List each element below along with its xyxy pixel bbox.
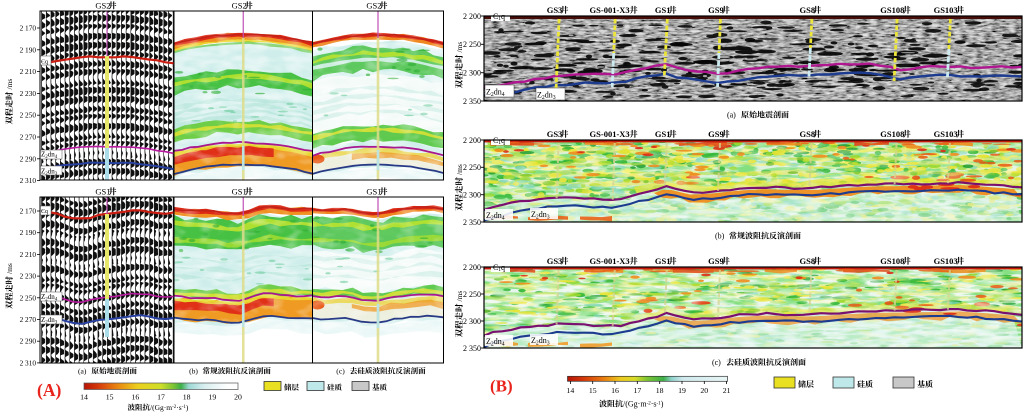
svg-text:Єq: Єq (41, 60, 48, 66)
svg-text:2 270: 2 270 (20, 133, 37, 142)
svg-text:(c): (c) (712, 358, 721, 367)
svg-text:GS103: GS103 (934, 5, 958, 15)
svg-text:2 350: 2 350 (463, 344, 481, 353)
svg-text:GS3: GS3 (547, 129, 563, 139)
svg-text:16: 16 (131, 393, 139, 402)
svg-text:17: 17 (157, 393, 165, 402)
svg-text:/(Gg·m-2·s-1): /(Gg·m-2·s-1) (623, 400, 664, 409)
svg-text:GS1: GS1 (366, 187, 381, 197)
svg-text:GS108: GS108 (880, 256, 904, 266)
svg-text:GS9: GS9 (708, 5, 724, 15)
svg-text:2 190: 2 190 (20, 228, 37, 237)
svg-text:16: 16 (611, 386, 619, 395)
svg-text:Z2dn4: Z2dn4 (41, 151, 58, 161)
svg-text:GS1: GS1 (655, 129, 671, 139)
svg-text:GS108: GS108 (880, 5, 904, 15)
svg-text:2 230: 2 230 (20, 272, 37, 281)
svg-text:GS1: GS1 (655, 5, 671, 15)
svg-text:2 300: 2 300 (463, 317, 481, 326)
svg-text:GS2: GS2 (232, 1, 247, 11)
svg-text:2 190: 2 190 (20, 45, 37, 54)
svg-text:GS1: GS1 (655, 256, 671, 266)
svg-text:(a): (a) (78, 367, 87, 376)
svg-text:2 250: 2 250 (20, 293, 37, 302)
svg-text:2 250: 2 250 (463, 163, 481, 172)
svg-text:Z2dn4: Z2dn4 (486, 211, 505, 222)
svg-text:GS-001-X3: GS-001-X3 (590, 129, 630, 139)
svg-text:Z2dn3: Z2dn3 (41, 316, 58, 326)
svg-text:2 250: 2 250 (463, 290, 481, 299)
svg-text:GS103: GS103 (934, 129, 958, 139)
svg-text:2 310: 2 310 (20, 358, 37, 367)
svg-text:Z2dn3: Z2dn3 (531, 210, 550, 221)
svg-text:GS8: GS8 (800, 129, 816, 139)
svg-text:2 350: 2 350 (463, 218, 481, 227)
svg-text:2 210: 2 210 (20, 250, 37, 259)
svg-text:Z2dn4: Z2dn4 (486, 337, 505, 348)
svg-text:GS9: GS9 (708, 129, 724, 139)
svg-text:/(Gg·m-2·s-1): /(Gg·m-2·s-1) (150, 403, 189, 412)
svg-text:2 200: 2 200 (463, 12, 481, 21)
svg-text:GS3: GS3 (547, 256, 563, 266)
svg-text:15: 15 (589, 386, 597, 395)
svg-text:/ms: /ms (5, 263, 14, 274)
svg-text:2 200: 2 200 (463, 263, 481, 272)
svg-text:Z2dn4: Z2dn4 (41, 293, 58, 303)
svg-text:2 270: 2 270 (20, 315, 37, 324)
svg-text:(b): (b) (189, 367, 198, 376)
svg-text:Z2dn3: Z2dn3 (531, 336, 550, 347)
svg-text:2 290: 2 290 (20, 154, 37, 163)
svg-text:2 290: 2 290 (20, 337, 37, 346)
svg-text:(c): (c) (336, 367, 345, 376)
svg-text:GS8: GS8 (800, 256, 816, 266)
svg-text:/ms: /ms (455, 42, 464, 53)
svg-text:GS2: GS2 (366, 1, 381, 11)
svg-text:GS3: GS3 (547, 5, 563, 15)
svg-text:GS1: GS1 (232, 187, 247, 197)
svg-text:2 300: 2 300 (463, 68, 481, 77)
svg-text:19: 19 (678, 386, 686, 395)
svg-text:20: 20 (700, 386, 708, 395)
svg-text:GS2: GS2 (95, 1, 110, 11)
svg-text:GS-001-X3: GS-001-X3 (590, 5, 630, 15)
svg-text:GS1: GS1 (95, 187, 110, 197)
svg-text:18: 18 (183, 393, 191, 402)
svg-text:2 170: 2 170 (20, 24, 37, 33)
svg-text:17: 17 (633, 386, 641, 395)
svg-text:GS108: GS108 (880, 129, 904, 139)
svg-text:GS9: GS9 (708, 256, 724, 266)
svg-text:GS8: GS8 (800, 5, 816, 15)
svg-text:(A): (A) (37, 380, 61, 400)
svg-text:GS103: GS103 (934, 256, 958, 266)
svg-text:2 250: 2 250 (463, 40, 481, 49)
svg-text:Z2dn3: Z2dn3 (41, 168, 58, 178)
svg-text:2 310: 2 310 (20, 176, 37, 185)
svg-text:GS-001-X3: GS-001-X3 (590, 256, 630, 266)
svg-text:/ms: /ms (5, 79, 14, 90)
svg-text:(B): (B) (490, 377, 513, 396)
svg-text:/ms: /ms (455, 291, 464, 302)
svg-text:/ms: /ms (455, 164, 464, 175)
svg-text:(b): (b) (715, 232, 725, 241)
svg-text:2 170: 2 170 (20, 207, 37, 216)
svg-text:19: 19 (208, 393, 216, 402)
svg-text:14: 14 (567, 386, 575, 395)
svg-text:2 230: 2 230 (20, 89, 37, 98)
svg-text:15: 15 (106, 393, 114, 402)
svg-text:2 350: 2 350 (463, 97, 481, 106)
svg-text:Z2dn3: Z2dn3 (537, 91, 556, 102)
svg-text:2 200: 2 200 (463, 136, 481, 145)
svg-text:20: 20 (234, 393, 242, 402)
svg-text:Z2dn4: Z2dn4 (486, 88, 505, 99)
svg-text:18: 18 (656, 386, 664, 395)
svg-text:2 300: 2 300 (463, 190, 481, 199)
svg-text:(a): (a) (727, 111, 736, 120)
svg-text:14: 14 (80, 393, 88, 402)
svg-text:21: 21 (723, 386, 731, 395)
svg-text:2 210: 2 210 (20, 67, 37, 76)
svg-text:Єq: Єq (41, 209, 48, 215)
svg-text:2 250: 2 250 (20, 111, 37, 120)
